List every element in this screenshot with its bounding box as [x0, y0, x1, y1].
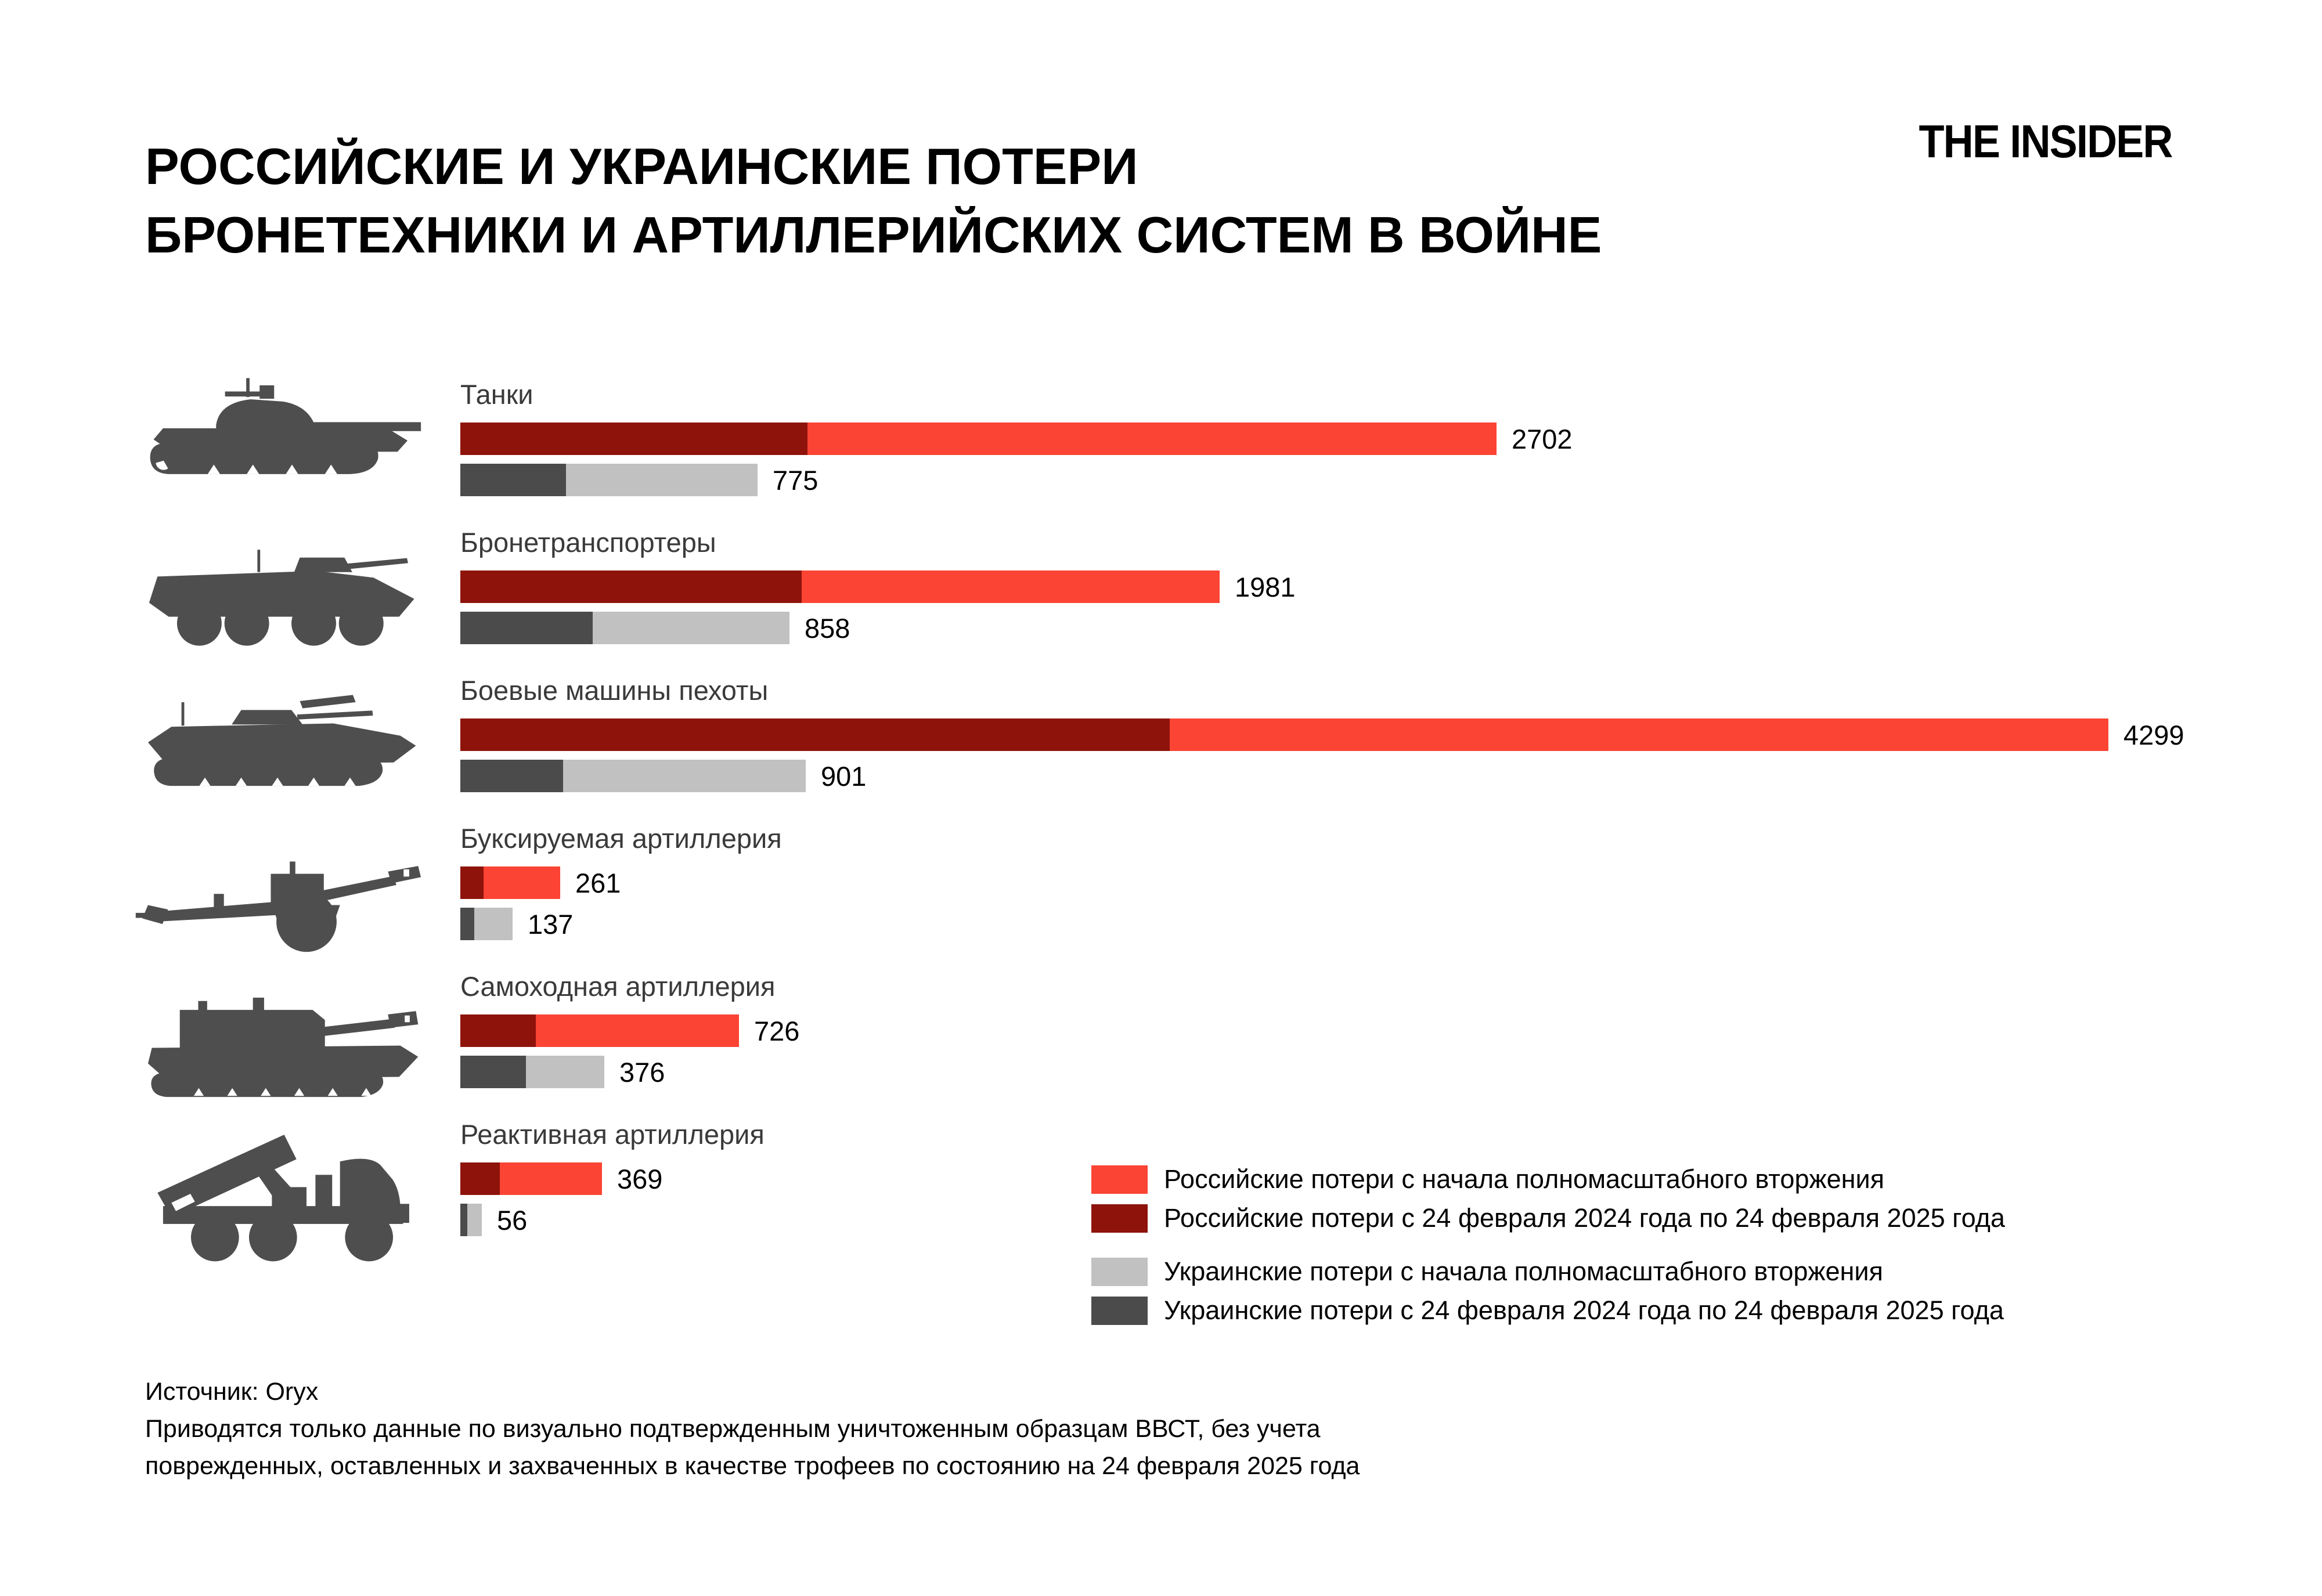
ru-loss-bar: [460, 423, 1497, 455]
ifv-icon: [132, 687, 423, 810]
legend-item-ru-full: Российские потери с начала полномасштабн…: [1091, 1164, 2005, 1194]
note-line-2: поврежденных, оставленных и захваченных …: [145, 1452, 1360, 1480]
ru-loss-bar: [460, 866, 560, 899]
ru-recent-segment: [460, 570, 802, 603]
ru-recent-segment: [460, 718, 1170, 751]
category-label: Буксируемая артиллерия: [460, 823, 782, 854]
ua-recent-segment: [460, 464, 566, 496]
legend-item-ua-full: Украинские потери с начала полномасштабн…: [1091, 1256, 2005, 1287]
ua-recent-segment: [460, 1056, 526, 1088]
category-label: Самоходная артиллерия: [460, 971, 776, 1002]
ua-loss-value: 775: [773, 464, 819, 496]
chart-row-towed-artillery: Буксируемая артиллерия 261 137: [460, 822, 2287, 962]
legend-swatch-ru-full: [1091, 1165, 1148, 1194]
ru-recent-segment: [460, 1162, 500, 1195]
self-propelled-artillery-icon: [132, 983, 423, 1111]
ua-loss-value: 376: [619, 1056, 665, 1088]
ru-loss-bar: [460, 1162, 602, 1195]
chart-row-tanks: Танки 2702 775: [460, 378, 2287, 518]
legend: Российские потери с начала полномасштабн…: [1091, 1164, 2005, 1334]
chart-row-apc: Бронетранспортеры 1981 858: [460, 526, 2287, 666]
ua-recent-segment: [460, 760, 563, 792]
tank-icon: [132, 370, 423, 504]
legend-item-ua-recent: Украинские потери с 24 февраля 2024 года…: [1091, 1295, 2005, 1326]
ua-loss-value: 858: [805, 612, 850, 644]
category-label: Реактивная артиллерия: [460, 1119, 765, 1150]
ru-loss-bar: [460, 1014, 739, 1047]
title-line-2: БРОНЕТЕХНИКИ И АРТИЛЛЕРИЙСКИХ СИСТЕМ В В…: [145, 206, 1602, 263]
chart-row-mlrs: Реактивная артиллерия 369 56: [460, 1118, 2287, 1258]
ru-recent-segment: [460, 423, 807, 455]
source-line: Источник: Oryx: [145, 1378, 319, 1406]
chart-row-self-propelled-artillery: Самоходная артиллерия 726 376: [460, 970, 2287, 1110]
towed-artillery-icon: [132, 839, 423, 962]
ru-loss-value: 726: [754, 1015, 800, 1046]
legend-label: Российские потери с 24 февраля 2024 года…: [1164, 1203, 2005, 1233]
ru-loss-value: 1981: [1235, 571, 1296, 602]
category-label: Боевые машины пехоты: [460, 675, 769, 706]
ua-loss-bar: [460, 1204, 482, 1236]
mlrs-icon: [132, 1121, 423, 1266]
ua-loss-value: 56: [497, 1204, 528, 1236]
ua-loss-bar: [460, 908, 513, 940]
page-title: РОССИЙСКИЕ И УКРАИНСКИЕ ПОТЕРИ БРОНЕТЕХН…: [145, 132, 1602, 269]
ua-loss-value: 137: [528, 908, 574, 940]
legend-label: Украинские потери с начала полномасштабн…: [1164, 1256, 1883, 1286]
the-insider-logo: THE INSIDER: [1919, 115, 2173, 167]
ru-loss-bar: [460, 570, 1220, 603]
title-line-1: РОССИЙСКИЕ И УКРАИНСКИЕ ПОТЕРИ: [145, 138, 1138, 195]
ua-recent-segment: [460, 908, 474, 940]
apc-icon: [132, 539, 423, 662]
ua-loss-bar: [460, 1056, 604, 1088]
footer-notes: Источник: Oryx Приводятся только данные …: [145, 1373, 1360, 1485]
ua-recent-segment: [460, 612, 593, 644]
note-line-1: Приводятся только данные по визуально по…: [145, 1415, 1321, 1443]
ru-loss-bar: [460, 718, 2108, 751]
chart-row-ifv: Боевые машины пехоты 4299 901: [460, 674, 2287, 814]
legend-label: Украинские потери с 24 февраля 2024 года…: [1164, 1295, 2004, 1325]
legend-label: Российские потери с начала полномасштабн…: [1164, 1164, 1884, 1194]
ru-recent-segment: [460, 1014, 536, 1047]
ua-loss-bar: [460, 760, 806, 792]
ru-loss-value: 369: [617, 1163, 663, 1194]
ua-recent-segment: [460, 1204, 467, 1236]
legend-swatch-ua-recent: [1091, 1296, 1148, 1325]
ru-loss-value: 4299: [2123, 719, 2184, 750]
ua-loss-bar: [460, 464, 758, 496]
legend-swatch-ua-full: [1091, 1257, 1148, 1286]
ru-loss-value: 261: [575, 867, 621, 898]
category-label: Бронетранспортеры: [460, 527, 716, 558]
ua-loss-value: 901: [821, 760, 867, 792]
category-label: Танки: [460, 379, 533, 410]
legend-swatch-ru-recent: [1091, 1204, 1148, 1233]
legend-item-ru-recent: Российские потери с 24 февраля 2024 года…: [1091, 1203, 2005, 1233]
ru-loss-value: 2702: [1512, 423, 1573, 454]
ua-loss-bar: [460, 612, 789, 644]
ru-recent-segment: [460, 866, 484, 899]
